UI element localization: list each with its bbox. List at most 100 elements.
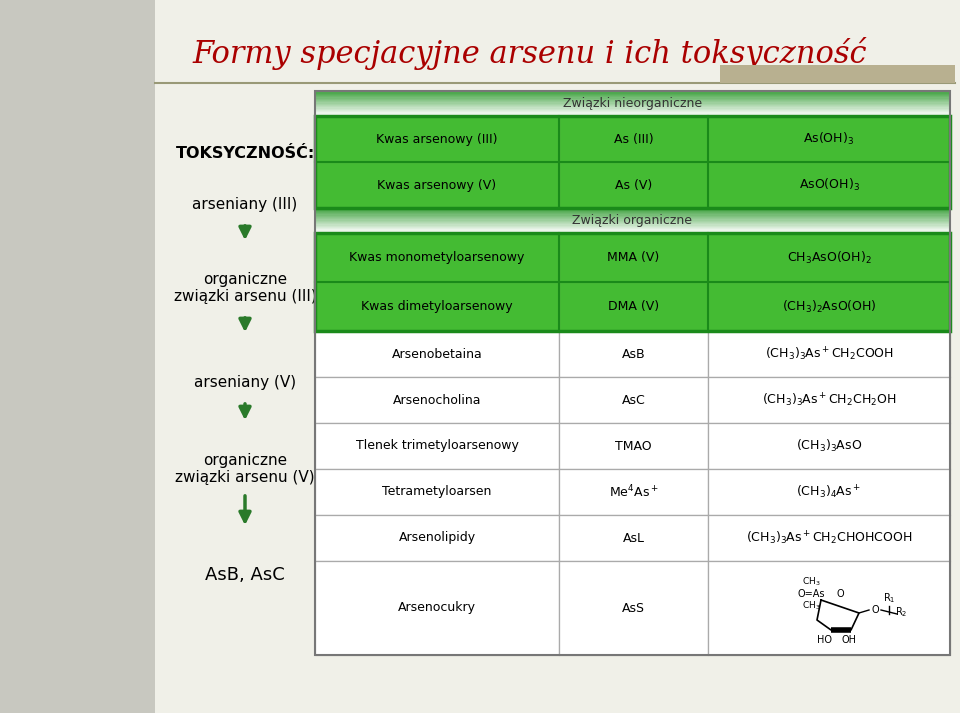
FancyBboxPatch shape xyxy=(708,377,950,423)
Text: As(OH)$_3$: As(OH)$_3$ xyxy=(804,131,854,147)
FancyBboxPatch shape xyxy=(708,162,950,208)
Text: organiczne
związki arsenu (V): organiczne związki arsenu (V) xyxy=(175,453,315,486)
Text: MMA (V): MMA (V) xyxy=(608,251,660,264)
FancyBboxPatch shape xyxy=(315,214,950,215)
Text: Arsenolipidy: Arsenolipidy xyxy=(398,531,475,545)
Text: HO: HO xyxy=(818,635,832,645)
FancyBboxPatch shape xyxy=(708,469,950,515)
FancyBboxPatch shape xyxy=(315,215,950,217)
FancyBboxPatch shape xyxy=(315,233,559,282)
Text: Związki nieorganiczne: Związki nieorganiczne xyxy=(563,97,702,110)
FancyBboxPatch shape xyxy=(315,222,950,225)
FancyBboxPatch shape xyxy=(155,0,960,713)
FancyBboxPatch shape xyxy=(315,96,950,97)
Text: Kwas monometyloarsenowy: Kwas monometyloarsenowy xyxy=(349,251,525,264)
Text: CH$_3$: CH$_3$ xyxy=(802,576,820,588)
Text: R$_2$: R$_2$ xyxy=(895,605,907,619)
Text: Tlenek trimetyloarsenowy: Tlenek trimetyloarsenowy xyxy=(355,439,518,453)
Text: DMA (V): DMA (V) xyxy=(608,300,660,313)
Text: (CH$_3$)$_3$As$^+$CH$_2$COOH: (CH$_3$)$_3$As$^+$CH$_2$COOH xyxy=(764,345,894,363)
FancyBboxPatch shape xyxy=(315,106,950,107)
FancyBboxPatch shape xyxy=(315,111,950,112)
FancyBboxPatch shape xyxy=(315,211,950,213)
Text: O=As: O=As xyxy=(797,589,825,599)
FancyBboxPatch shape xyxy=(315,92,950,93)
FancyBboxPatch shape xyxy=(315,162,559,208)
Text: AsL: AsL xyxy=(622,531,644,545)
FancyBboxPatch shape xyxy=(315,99,950,101)
Text: R$_1$: R$_1$ xyxy=(883,591,896,605)
FancyBboxPatch shape xyxy=(708,423,950,469)
FancyBboxPatch shape xyxy=(315,91,950,92)
FancyBboxPatch shape xyxy=(315,423,559,469)
FancyBboxPatch shape xyxy=(315,225,950,227)
FancyBboxPatch shape xyxy=(315,331,559,377)
Text: (CH$_3$)$_2$AsO(OH): (CH$_3$)$_2$AsO(OH) xyxy=(781,299,876,314)
FancyBboxPatch shape xyxy=(315,210,950,212)
Text: (CH$_3$)$_3$AsO: (CH$_3$)$_3$AsO xyxy=(796,438,862,454)
Text: AsO(OH)$_3$: AsO(OH)$_3$ xyxy=(799,177,859,193)
Text: TMAO: TMAO xyxy=(615,439,652,453)
FancyBboxPatch shape xyxy=(559,162,708,208)
Text: AsC: AsC xyxy=(622,394,645,406)
Text: (CH$_3$)$_3$As$^+$CH$_2$CH$_2$OH: (CH$_3$)$_3$As$^+$CH$_2$CH$_2$OH xyxy=(761,391,897,409)
FancyBboxPatch shape xyxy=(315,227,950,230)
Text: AsS: AsS xyxy=(622,602,645,615)
FancyBboxPatch shape xyxy=(0,0,155,713)
FancyBboxPatch shape xyxy=(315,101,950,102)
FancyBboxPatch shape xyxy=(708,515,950,561)
FancyBboxPatch shape xyxy=(559,423,708,469)
Text: (CH$_3$)$_3$As$^+$CH$_2$CHOHCOOH: (CH$_3$)$_3$As$^+$CH$_2$CHOHCOOH xyxy=(746,529,912,547)
FancyBboxPatch shape xyxy=(559,116,708,162)
FancyBboxPatch shape xyxy=(315,219,950,220)
FancyBboxPatch shape xyxy=(559,469,708,515)
FancyBboxPatch shape xyxy=(708,233,950,282)
Text: Tetrametyloarsen: Tetrametyloarsen xyxy=(382,486,492,498)
Text: CH$_3$AsO(OH)$_2$: CH$_3$AsO(OH)$_2$ xyxy=(786,250,872,265)
FancyBboxPatch shape xyxy=(315,221,950,223)
Text: Arsenocholina: Arsenocholina xyxy=(393,394,481,406)
FancyBboxPatch shape xyxy=(315,229,950,230)
FancyBboxPatch shape xyxy=(315,104,950,106)
Text: TOKSYCZNOŚĆ:: TOKSYCZNOŚĆ: xyxy=(176,145,315,160)
Text: As (III): As (III) xyxy=(613,133,654,145)
Text: Kwas arsenowy (V): Kwas arsenowy (V) xyxy=(377,178,496,192)
FancyBboxPatch shape xyxy=(315,93,950,95)
Text: organiczne
związki arsenu (III): organiczne związki arsenu (III) xyxy=(174,272,317,304)
FancyBboxPatch shape xyxy=(315,116,559,162)
FancyBboxPatch shape xyxy=(559,233,708,282)
FancyBboxPatch shape xyxy=(315,207,950,209)
Text: Kwas arsenowy (III): Kwas arsenowy (III) xyxy=(376,133,497,145)
FancyBboxPatch shape xyxy=(315,561,559,655)
FancyBboxPatch shape xyxy=(315,98,950,100)
Text: Me$^4$As$^+$: Me$^4$As$^+$ xyxy=(609,483,659,501)
Text: arseniany (V): arseniany (V) xyxy=(194,376,296,391)
FancyBboxPatch shape xyxy=(315,515,559,561)
FancyBboxPatch shape xyxy=(315,469,559,515)
FancyBboxPatch shape xyxy=(315,108,950,110)
FancyBboxPatch shape xyxy=(315,217,950,220)
FancyBboxPatch shape xyxy=(708,331,950,377)
FancyBboxPatch shape xyxy=(315,212,950,214)
FancyBboxPatch shape xyxy=(315,102,950,103)
Text: CH$_3$: CH$_3$ xyxy=(802,600,820,612)
FancyBboxPatch shape xyxy=(315,107,950,108)
FancyBboxPatch shape xyxy=(315,224,950,225)
Text: Arsenocukry: Arsenocukry xyxy=(398,602,476,615)
Text: Kwas dimetyloarsenowy: Kwas dimetyloarsenowy xyxy=(361,300,513,313)
Text: As (V): As (V) xyxy=(614,178,652,192)
Text: AsB: AsB xyxy=(622,347,645,361)
FancyBboxPatch shape xyxy=(315,216,950,218)
FancyBboxPatch shape xyxy=(315,114,950,116)
FancyBboxPatch shape xyxy=(315,282,559,331)
Text: Formy specjacyjne arsenu i ich toksyczność: Formy specjacyjne arsenu i ich toksyczno… xyxy=(193,36,867,69)
Text: arseniany (III): arseniany (III) xyxy=(192,198,298,212)
Text: (CH$_3$)$_4$As$^+$: (CH$_3$)$_4$As$^+$ xyxy=(797,483,862,501)
FancyBboxPatch shape xyxy=(315,220,950,222)
FancyBboxPatch shape xyxy=(559,515,708,561)
Text: O: O xyxy=(871,605,878,615)
Text: AsB, AsC: AsB, AsC xyxy=(205,566,285,584)
Text: Związki organiczne: Związki organiczne xyxy=(572,214,692,227)
FancyBboxPatch shape xyxy=(559,561,708,655)
Text: Arsenobetaina: Arsenobetaina xyxy=(392,347,482,361)
